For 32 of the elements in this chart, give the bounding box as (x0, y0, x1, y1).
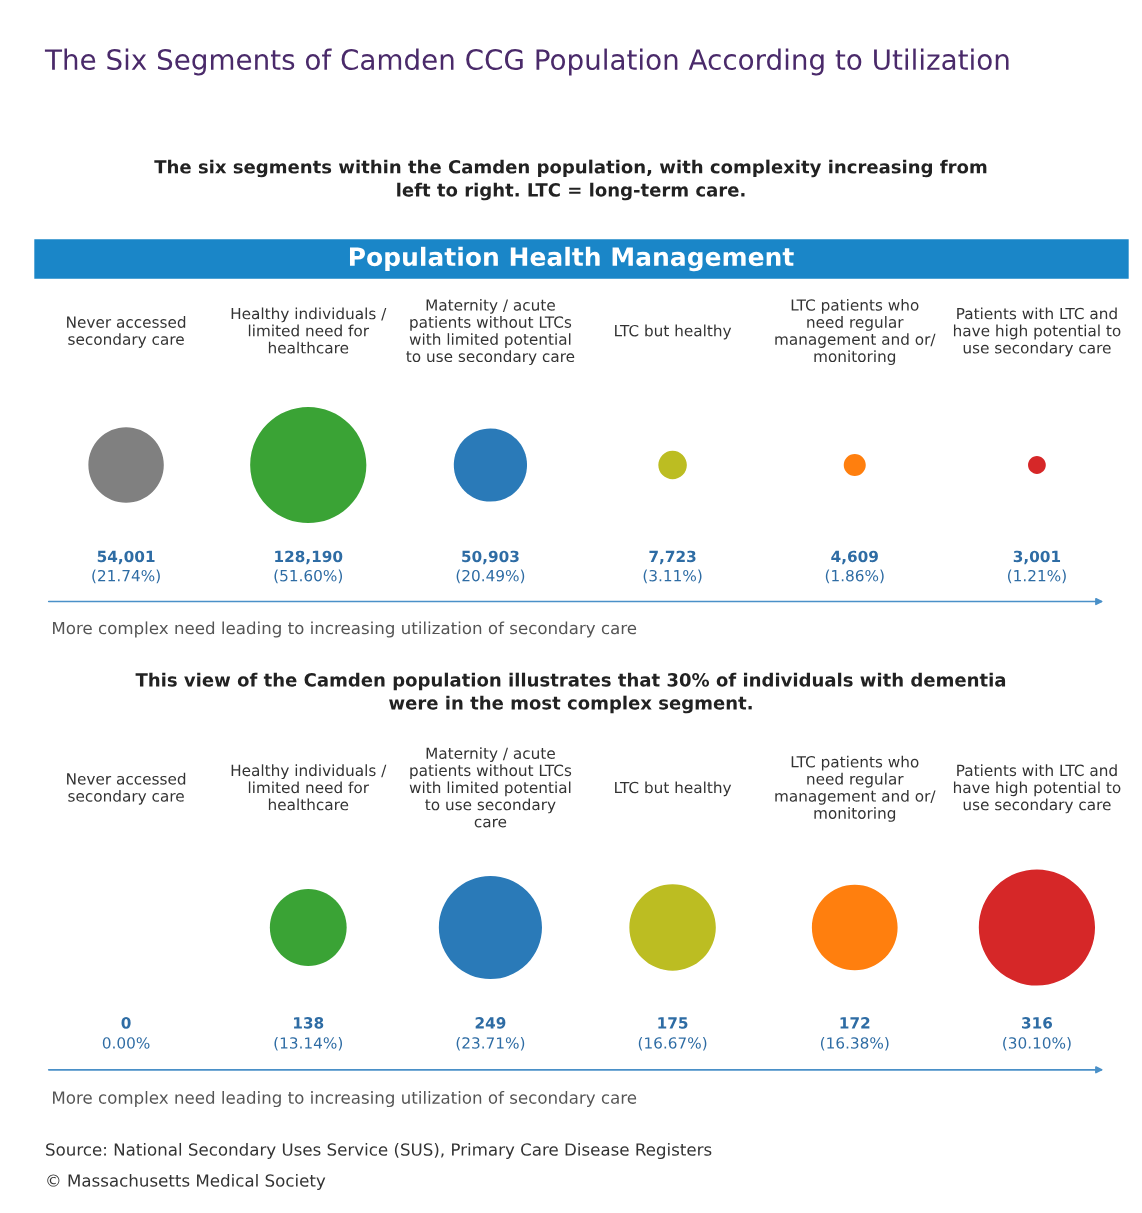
text: More complex need leading to increasing utilization of secondary care (53, 621, 637, 638)
data-label: 50,903 (20.49%) (456, 550, 525, 584)
category-label: Maternity / acute patients without LTCs with limited potential to use secondary care (406, 298, 575, 366)
category-label: LTC patients who need regular management and or/ monitoring (775, 755, 936, 822)
text: © Massachusetts Medical Society (47, 1173, 326, 1191)
category-label: LTC but healthy (615, 324, 732, 340)
data-label: 7,723 (3.11%) (643, 550, 702, 584)
text: The six segments within the Camden population, with complexity increasing from left to right. LTC = long-term care. (154, 159, 987, 201)
category-label: Patients with LTC and have high potential to use secondary care (953, 307, 1121, 357)
data-label: 4,609 (1.86%) (825, 550, 884, 584)
data-label: 249 (23.71%) (456, 1017, 525, 1051)
data-label: 172 (16.38%) (820, 1017, 889, 1051)
category-label: LTC patients who need regular management and or/ monitoring (775, 298, 936, 366)
data-label: 175 (16.67%) (638, 1017, 707, 1051)
category-label: Healthy individuals / limited need for healthcare (231, 764, 387, 811)
data-label: 128,190 (51.60%) (274, 550, 343, 584)
data-label: 316 (30.10%) (1003, 1017, 1071, 1051)
data-label: 138 (13.14%) (274, 1017, 343, 1051)
text: More complex need leading to increasing utilization of secondary care (53, 1090, 637, 1108)
data-label: 0 0.00% (102, 1017, 150, 1049)
category-label: Never accessed secondary care (67, 772, 186, 805)
category-label: Patients with LTC and have high potential to use secondary care (953, 764, 1121, 814)
data-label: 3,001 (1.21%) (1008, 550, 1066, 584)
text: This view of the Camden population illustrates that 30% of individuals with dementia were in the most complex segment. (135, 672, 1006, 714)
category-label: Maternity / acute patients without LTCs with limited potential to use secondary care (409, 747, 572, 828)
category-label: Never accessed secondary care (67, 316, 186, 348)
text: Population Health Management (349, 246, 794, 272)
category-label: Healthy individuals / limited need for healthcare (231, 307, 387, 354)
text: The Six Segments of Camden CCG Population According to Utilization (44, 48, 1009, 76)
category-label: LTC but healthy (615, 781, 732, 797)
data-label: 54,001 (21.74%) (92, 550, 160, 584)
source-note: Source: National Secondary Uses Service (SUS), Primary Care Disease Registers (46, 1142, 712, 1160)
